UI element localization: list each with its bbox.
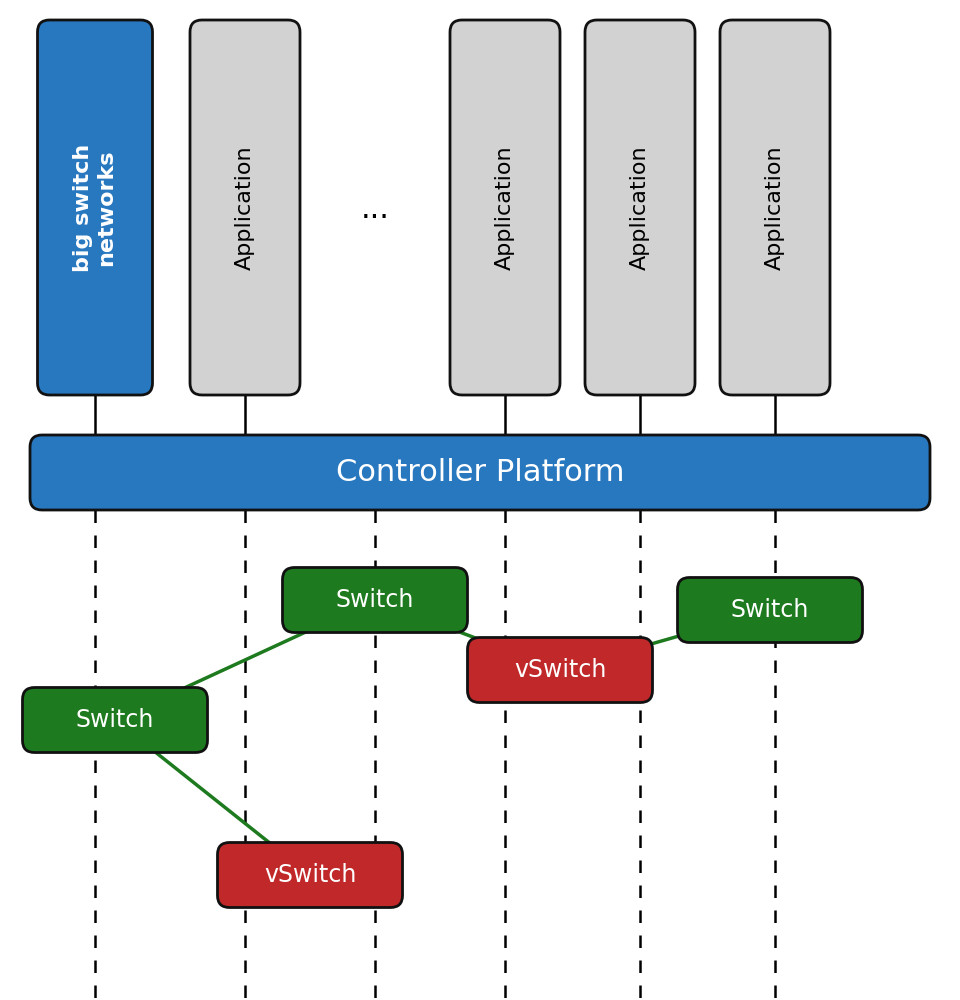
Text: ...: ... — [361, 196, 390, 225]
FancyBboxPatch shape — [30, 435, 930, 510]
FancyBboxPatch shape — [282, 568, 468, 633]
Text: Switch: Switch — [76, 708, 155, 732]
Text: Application: Application — [765, 145, 785, 270]
FancyBboxPatch shape — [585, 20, 695, 395]
Text: Switch: Switch — [336, 588, 414, 612]
Text: Application: Application — [235, 145, 255, 270]
Text: Application: Application — [630, 145, 650, 270]
FancyBboxPatch shape — [720, 20, 830, 395]
FancyBboxPatch shape — [22, 688, 207, 752]
FancyBboxPatch shape — [218, 842, 402, 908]
FancyBboxPatch shape — [468, 638, 653, 702]
Text: vSwitch: vSwitch — [514, 658, 606, 682]
FancyBboxPatch shape — [450, 20, 560, 395]
Text: big switch
networks: big switch networks — [73, 143, 116, 272]
FancyBboxPatch shape — [678, 578, 862, 643]
FancyBboxPatch shape — [190, 20, 300, 395]
FancyBboxPatch shape — [37, 20, 153, 395]
Text: vSwitch: vSwitch — [264, 863, 356, 887]
Text: Application: Application — [495, 145, 515, 270]
Text: Switch: Switch — [731, 598, 809, 622]
Text: Controller Platform: Controller Platform — [336, 458, 624, 487]
